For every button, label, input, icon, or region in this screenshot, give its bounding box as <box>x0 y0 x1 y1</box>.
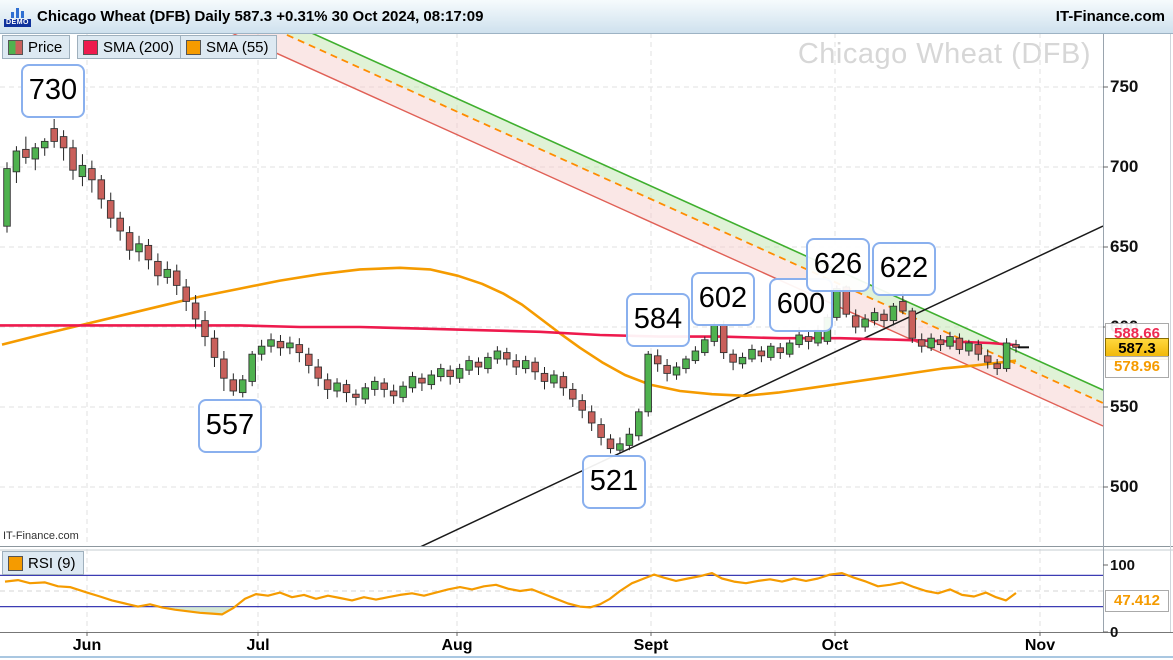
title-bar: DEMO Chicago Wheat (DFB) Daily 587.3 +0.… <box>0 0 1173 34</box>
time-axis-label: Aug <box>441 637 473 654</box>
price-annotation: 600 <box>769 278 833 332</box>
chart-title: Chicago Wheat (DFB) Daily 587.3 +0.31% 3… <box>37 8 484 25</box>
footer-watermark: IT-Finance.com <box>3 530 79 542</box>
rsi-axis-label: 0 <box>1110 624 1119 641</box>
app-logo: DEMO <box>4 4 31 30</box>
price-axis-label: 750 <box>1110 77 1139 96</box>
time-axis-label: Jul <box>246 637 270 654</box>
price-annotation: 584 <box>626 293 690 347</box>
legend-chip-sma200[interactable]: SMA (200) <box>77 35 182 59</box>
legend-chip-price-label: Price <box>28 38 63 56</box>
price-annotation: 622 <box>872 242 936 296</box>
price-annotation: 730 <box>21 64 85 118</box>
axis-rsi-tag: 47.412 <box>1105 590 1169 612</box>
legend-chip-sma200-label: SMA (200) <box>103 38 174 56</box>
time-axis-label: Jun <box>72 637 102 654</box>
price-annotation: 557 <box>198 399 262 453</box>
time-axis-label: Nov <box>1024 637 1056 654</box>
bottom-frame-strip <box>0 656 1173 658</box>
price-annotation: 521 <box>582 455 646 509</box>
sma55-swatch-icon <box>186 39 201 55</box>
legend-chip-rsi[interactable]: RSI (9) <box>2 551 84 575</box>
axis-price-tag-sma55: 578.96 <box>1105 356 1169 378</box>
time-axis-label: Sept <box>633 637 669 654</box>
time-axis-label: Oct <box>821 637 849 654</box>
demo-badge: DEMO <box>4 18 31 27</box>
logo-candles-icon <box>11 7 24 18</box>
price-axis-label: 700 <box>1110 157 1139 176</box>
legend-chip-rsi-label: RSI (9) <box>28 554 76 572</box>
price-axis-label: 650 <box>1110 237 1139 256</box>
sma200-swatch-icon <box>83 39 98 55</box>
price-annotation: 602 <box>691 272 755 326</box>
price-annotation: 626 <box>806 238 870 292</box>
rsi-axis-label: 100 <box>1110 557 1136 574</box>
chart-watermark: Chicago Wheat (DFB) <box>797 38 1091 70</box>
legend-chip-sma55-label: SMA (55) <box>206 38 269 56</box>
axis-price-tag-price: 587.3 <box>1105 338 1169 360</box>
price-axis-label: 500 <box>1110 477 1139 496</box>
rsi-swatch-icon <box>8 555 23 571</box>
price-swatch-icon <box>8 39 23 55</box>
price-axis-label: 550 <box>1110 397 1139 416</box>
brand-link[interactable]: IT-Finance.com <box>1055 8 1165 25</box>
legend-chip-sma55[interactable]: SMA (55) <box>180 35 277 59</box>
legend-chip-price[interactable]: Price <box>2 35 71 59</box>
